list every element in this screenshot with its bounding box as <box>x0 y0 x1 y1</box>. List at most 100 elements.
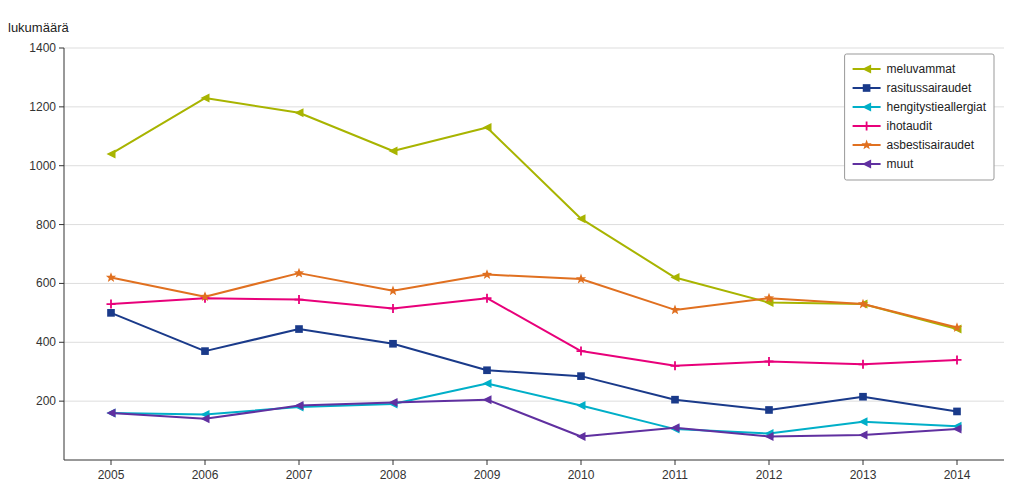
x-tick <box>863 460 864 465</box>
marker <box>201 94 210 103</box>
series <box>107 379 962 438</box>
grid-line <box>64 342 1004 343</box>
marker <box>952 322 962 332</box>
plot-data <box>106 94 962 441</box>
legend-label: asbestisairaudet <box>887 138 975 152</box>
legend-box <box>845 54 994 180</box>
y-tick <box>59 48 64 49</box>
x-tick <box>111 460 112 465</box>
grid-line <box>64 224 1004 225</box>
series <box>107 395 962 441</box>
x-axis-line <box>64 460 1004 461</box>
marker <box>577 372 585 380</box>
marker <box>764 293 774 303</box>
x-tick <box>205 460 206 465</box>
y-tick <box>59 165 64 166</box>
series-line <box>111 273 957 327</box>
x-tick-label: 2005 <box>98 468 125 482</box>
x-tick-label: 2014 <box>944 468 971 482</box>
legend-marker <box>862 103 871 112</box>
y-axis-line <box>64 48 65 460</box>
series-line <box>111 400 957 437</box>
marker <box>389 398 398 407</box>
x-tick-label: 2011 <box>662 468 688 482</box>
legend-marker <box>862 65 871 74</box>
grid-line <box>64 283 1004 284</box>
series-line <box>111 298 957 366</box>
grid-line <box>64 401 1004 402</box>
y-tick-label: 800 <box>36 218 56 232</box>
marker <box>201 347 209 355</box>
x-tick <box>299 460 300 465</box>
legend-label: meluvammat <box>887 62 956 76</box>
marker <box>389 304 398 313</box>
marker <box>483 123 492 132</box>
y-tick-label: 200 <box>36 394 56 408</box>
series-line <box>111 313 957 412</box>
marker <box>765 406 773 414</box>
marker <box>953 355 962 364</box>
marker <box>671 361 680 370</box>
marker <box>859 417 868 426</box>
marker <box>389 147 398 156</box>
marker <box>576 274 586 284</box>
grid-line <box>64 48 1004 49</box>
legend-label: ihotaudit <box>887 119 933 133</box>
series <box>106 268 962 332</box>
y-axis-label: lukumäärä <box>8 20 69 35</box>
marker <box>483 395 492 404</box>
y-tick-label: 1400 <box>29 41 56 55</box>
legend-label: hengitystieallergiat <box>887 100 987 114</box>
chart: 2004006008001000120014002005200620072008… <box>0 0 1024 496</box>
marker <box>107 300 116 309</box>
x-tick-label: 2013 <box>850 468 877 482</box>
marker <box>483 379 492 388</box>
x-tick <box>957 460 958 465</box>
y-tick <box>59 283 64 284</box>
legend-marker <box>862 160 871 169</box>
x-tick-label: 2009 <box>474 468 501 482</box>
marker <box>765 357 774 366</box>
x-tick-label: 2010 <box>568 468 595 482</box>
marker <box>859 360 868 369</box>
y-tick <box>59 401 64 402</box>
x-tick <box>487 460 488 465</box>
marker <box>953 408 961 416</box>
y-tick-label: 400 <box>36 335 56 349</box>
x-tick <box>393 460 394 465</box>
page: {"chart_data": { "type": "line", "ylabel… <box>0 0 1024 496</box>
marker <box>859 393 867 401</box>
marker <box>201 414 210 423</box>
y-tick-label: 1000 <box>29 159 56 173</box>
legend-marker <box>863 84 871 92</box>
legend-marker <box>861 140 871 150</box>
y-tick <box>59 224 64 225</box>
marker <box>577 401 586 410</box>
y-tick-label: 600 <box>36 276 56 290</box>
marker <box>482 269 492 279</box>
marker <box>483 294 492 303</box>
marker <box>577 214 586 223</box>
series <box>107 94 962 334</box>
marker <box>107 309 115 317</box>
marker <box>953 425 962 434</box>
marker <box>765 432 774 441</box>
marker <box>388 285 398 295</box>
y-tick <box>59 342 64 343</box>
marker <box>389 340 397 348</box>
axes: 2004006008001000120014002005200620072008… <box>29 41 1004 482</box>
marker <box>107 149 116 158</box>
marker <box>295 108 304 117</box>
marker <box>858 299 868 309</box>
x-tick-label: 2007 <box>286 468 313 482</box>
marker <box>106 272 116 282</box>
legend-label: rasitussairaudet <box>887 81 972 95</box>
series <box>107 294 962 371</box>
x-tick <box>769 460 770 465</box>
x-tick-label: 2012 <box>756 468 783 482</box>
y-tick-label: 1200 <box>29 100 56 114</box>
marker <box>107 408 116 417</box>
series-line <box>111 98 957 329</box>
legend-label: muut <box>887 157 914 171</box>
marker <box>859 430 868 439</box>
